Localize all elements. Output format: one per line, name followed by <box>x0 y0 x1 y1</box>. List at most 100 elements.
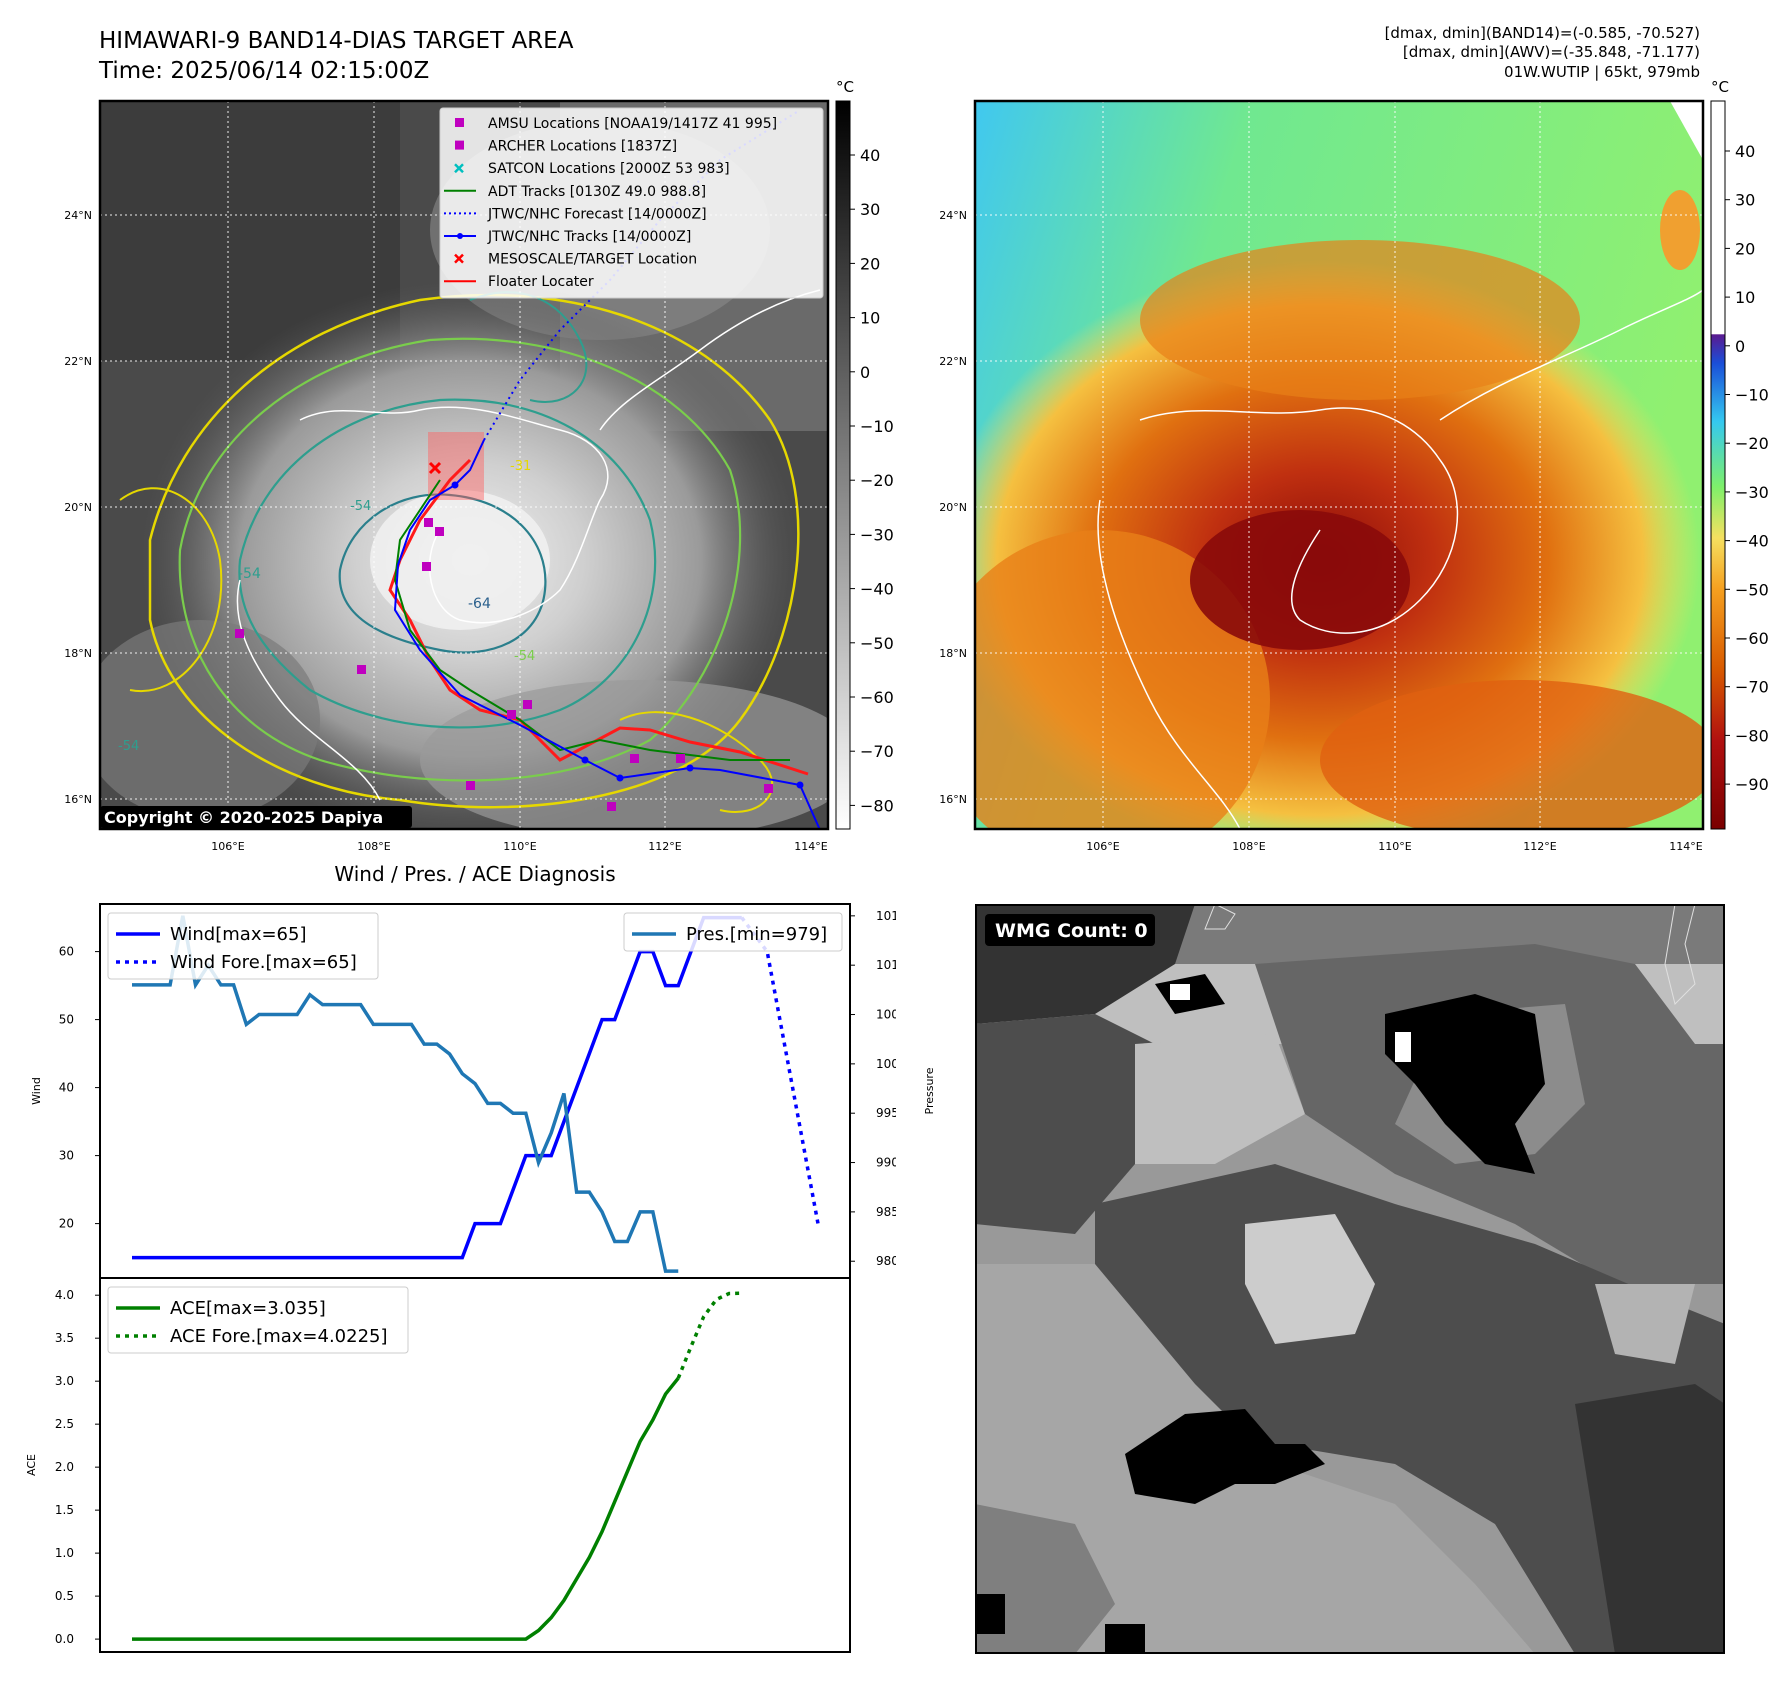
legend-label: AMSU Locations [NOAA19/1417Z 41 995] <box>488 116 777 132</box>
legend-item: MESOSCALE/TARGET Location <box>454 252 697 268</box>
diagnosis-chart: 20 30 40 50 60 980 985 990 995 1000 1005 1010 1015 Wi… <box>25 903 896 1653</box>
lat-tick: 20°N <box>939 501 967 514</box>
lat-tick: 22°N <box>939 355 967 368</box>
pressure-label-holder: Pressure <box>923 1067 936 1114</box>
gray-colorbar-tick: 30 <box>860 200 880 219</box>
ace-tick: 3.0 <box>55 1374 74 1388</box>
gray-colorbar-tick: −20 <box>860 471 894 490</box>
color-colorbar-unit: °C <box>1711 78 1729 96</box>
color-colorbar-tick: 40 <box>1735 142 1755 161</box>
legend-item: SATCON Locations [2000Z 53 983] <box>454 161 730 177</box>
color-colorbar-tick: −70 <box>1735 678 1769 697</box>
color-colorbar-tick: −10 <box>1735 386 1769 405</box>
lat-tick: 16°N <box>64 793 92 806</box>
ace-tick: 4.0 <box>55 1288 74 1302</box>
legend-item: Floater Locater <box>444 274 594 290</box>
legend-label: ARCHER Locations [1837Z] <box>488 139 677 155</box>
ace-tick: 0.5 <box>55 1589 74 1603</box>
ace-axis-label: ACE <box>25 1454 38 1476</box>
ace-tick: 3.5 <box>55 1331 74 1345</box>
contour-label: -31 <box>510 459 531 474</box>
contour-label: -54 <box>238 566 261 582</box>
coastline-awv <box>1097 289 1703 829</box>
contour-label: -64 <box>468 596 491 612</box>
wind-tick: 60 <box>59 945 74 959</box>
copyright-label: Copyright © 2020-2025 Dapiya <box>104 808 383 827</box>
pressure-tick: 1005 <box>876 1008 896 1022</box>
legend-marker <box>454 163 464 174</box>
pressure-axis-label: Pressure <box>923 1067 936 1114</box>
gray-colorbar-unit: °C <box>836 78 854 96</box>
color-colorbar-tick: −80 <box>1735 726 1769 745</box>
lat-tick: 18°N <box>939 647 967 660</box>
lon-tick: 110°E <box>1378 840 1411 853</box>
lon-tick: 114°E <box>1669 840 1702 853</box>
wind-axis-label: Wind <box>30 1077 43 1105</box>
legend-label: MESOSCALE/TARGET Location <box>488 252 697 268</box>
gray-colorbar-tick: −60 <box>860 688 894 707</box>
legend-item: JTWC/NHC Forecast [14/0000Z] <box>444 206 707 222</box>
wind-tick: 50 <box>59 1013 74 1027</box>
coastline <box>236 289 821 801</box>
color-colorbar-tick: 20 <box>1735 239 1755 258</box>
gray-colorbar-tick: −50 <box>860 634 894 653</box>
legend-label: ACE[max=3.035] <box>170 1298 326 1319</box>
legend-label: Wind[max=65] <box>170 924 307 945</box>
legend-label: Wind Fore.[max=65] <box>170 952 357 973</box>
gray-colorbar-tick: −80 <box>860 796 894 815</box>
gray-colorbar-tick: −40 <box>860 580 894 599</box>
lon-tick: 106°E <box>1086 840 1119 853</box>
legend-item: AMSU Locations [NOAA19/1417Z 41 995] <box>455 116 777 132</box>
info-line1: [dmax, dmin](BAND14)=(-0.585, -70.527) <box>1384 24 1700 42</box>
legend-item: ARCHER Locations [1837Z] <box>455 139 677 155</box>
color-colorbar-tick: −30 <box>1735 483 1769 502</box>
pressure-tick: 990 <box>876 1156 896 1170</box>
lat-tick: 16°N <box>939 793 967 806</box>
gray-colorbar-tick: −70 <box>860 742 894 761</box>
legend-label: Pres.[min=979] <box>686 924 827 945</box>
lat-tick: 20°N <box>64 501 92 514</box>
adt-track <box>393 479 790 761</box>
lat-tick: 18°N <box>64 647 92 660</box>
wmg-cold-cluster-2 <box>1125 1409 1325 1504</box>
gray-colorbar-tick: 0 <box>860 363 870 382</box>
wmg-cold-cluster-1 <box>1385 994 1545 1174</box>
ace-tick: 2.0 <box>55 1460 74 1474</box>
pressure-tick: 980 <box>876 1254 896 1268</box>
fix-markers <box>235 518 773 811</box>
ace-tick: 1.0 <box>55 1546 74 1560</box>
gray-colorbar-tick: −30 <box>860 525 894 544</box>
floater-track <box>388 458 809 776</box>
legend-label: JTWC/NHC Tracks [14/0000Z] <box>487 229 691 245</box>
color-colorbar-tick: −90 <box>1735 775 1769 794</box>
lon-tick: 110°E <box>503 840 536 853</box>
color-colorbar-tick: −50 <box>1735 580 1769 599</box>
figure-title-line1: HIMAWARI-9 BAND14-DIAS TARGET AREA <box>99 28 574 54</box>
lon-tick: 112°E <box>1523 840 1556 853</box>
lon-tick: 114°E <box>794 840 827 853</box>
legend-marker <box>454 253 464 264</box>
pressure-tick: 995 <box>876 1106 896 1120</box>
diagnosis-title: Wind / Pres. / ACE Diagnosis <box>334 862 616 886</box>
lat-tick: 22°N <box>64 355 92 368</box>
wind-tick: 40 <box>59 1081 74 1095</box>
map-legend: AMSU Locations [NOAA19/1417Z 41 995] ARCH… <box>439 107 824 299</box>
series-line-2 <box>132 915 679 1273</box>
pressure-tick: 1000 <box>876 1057 896 1071</box>
info-line2: [dmax, dmin](AWV)=(-35.848, -71.177) <box>1402 43 1700 61</box>
lon-tick: 108°E <box>1232 840 1265 853</box>
pressure-tick: 985 <box>876 1205 896 1219</box>
pressure-tick: 1015 <box>876 909 896 923</box>
pressure-legend: Pres.[min=979] <box>623 912 843 952</box>
color-colorbar-tick: −20 <box>1735 434 1769 453</box>
legend-item: ADT Tracks [0130Z 49.0 988.8] <box>444 184 706 200</box>
legend-label: SATCON Locations [2000Z 53 983] <box>488 161 730 177</box>
legend-label: JTWC/NHC Forecast [14/0000Z] <box>487 206 707 222</box>
color-colorbar <box>1710 100 1726 830</box>
contour-label: -54 <box>350 499 371 514</box>
legend-label: ADT Tracks [0130Z 49.0 988.8] <box>488 184 706 200</box>
pressure-tick: 1010 <box>876 958 896 972</box>
lat-tick: 24°N <box>64 209 92 222</box>
contour-label: -54 <box>514 649 535 664</box>
ace-tick: 1.5 <box>55 1503 74 1517</box>
